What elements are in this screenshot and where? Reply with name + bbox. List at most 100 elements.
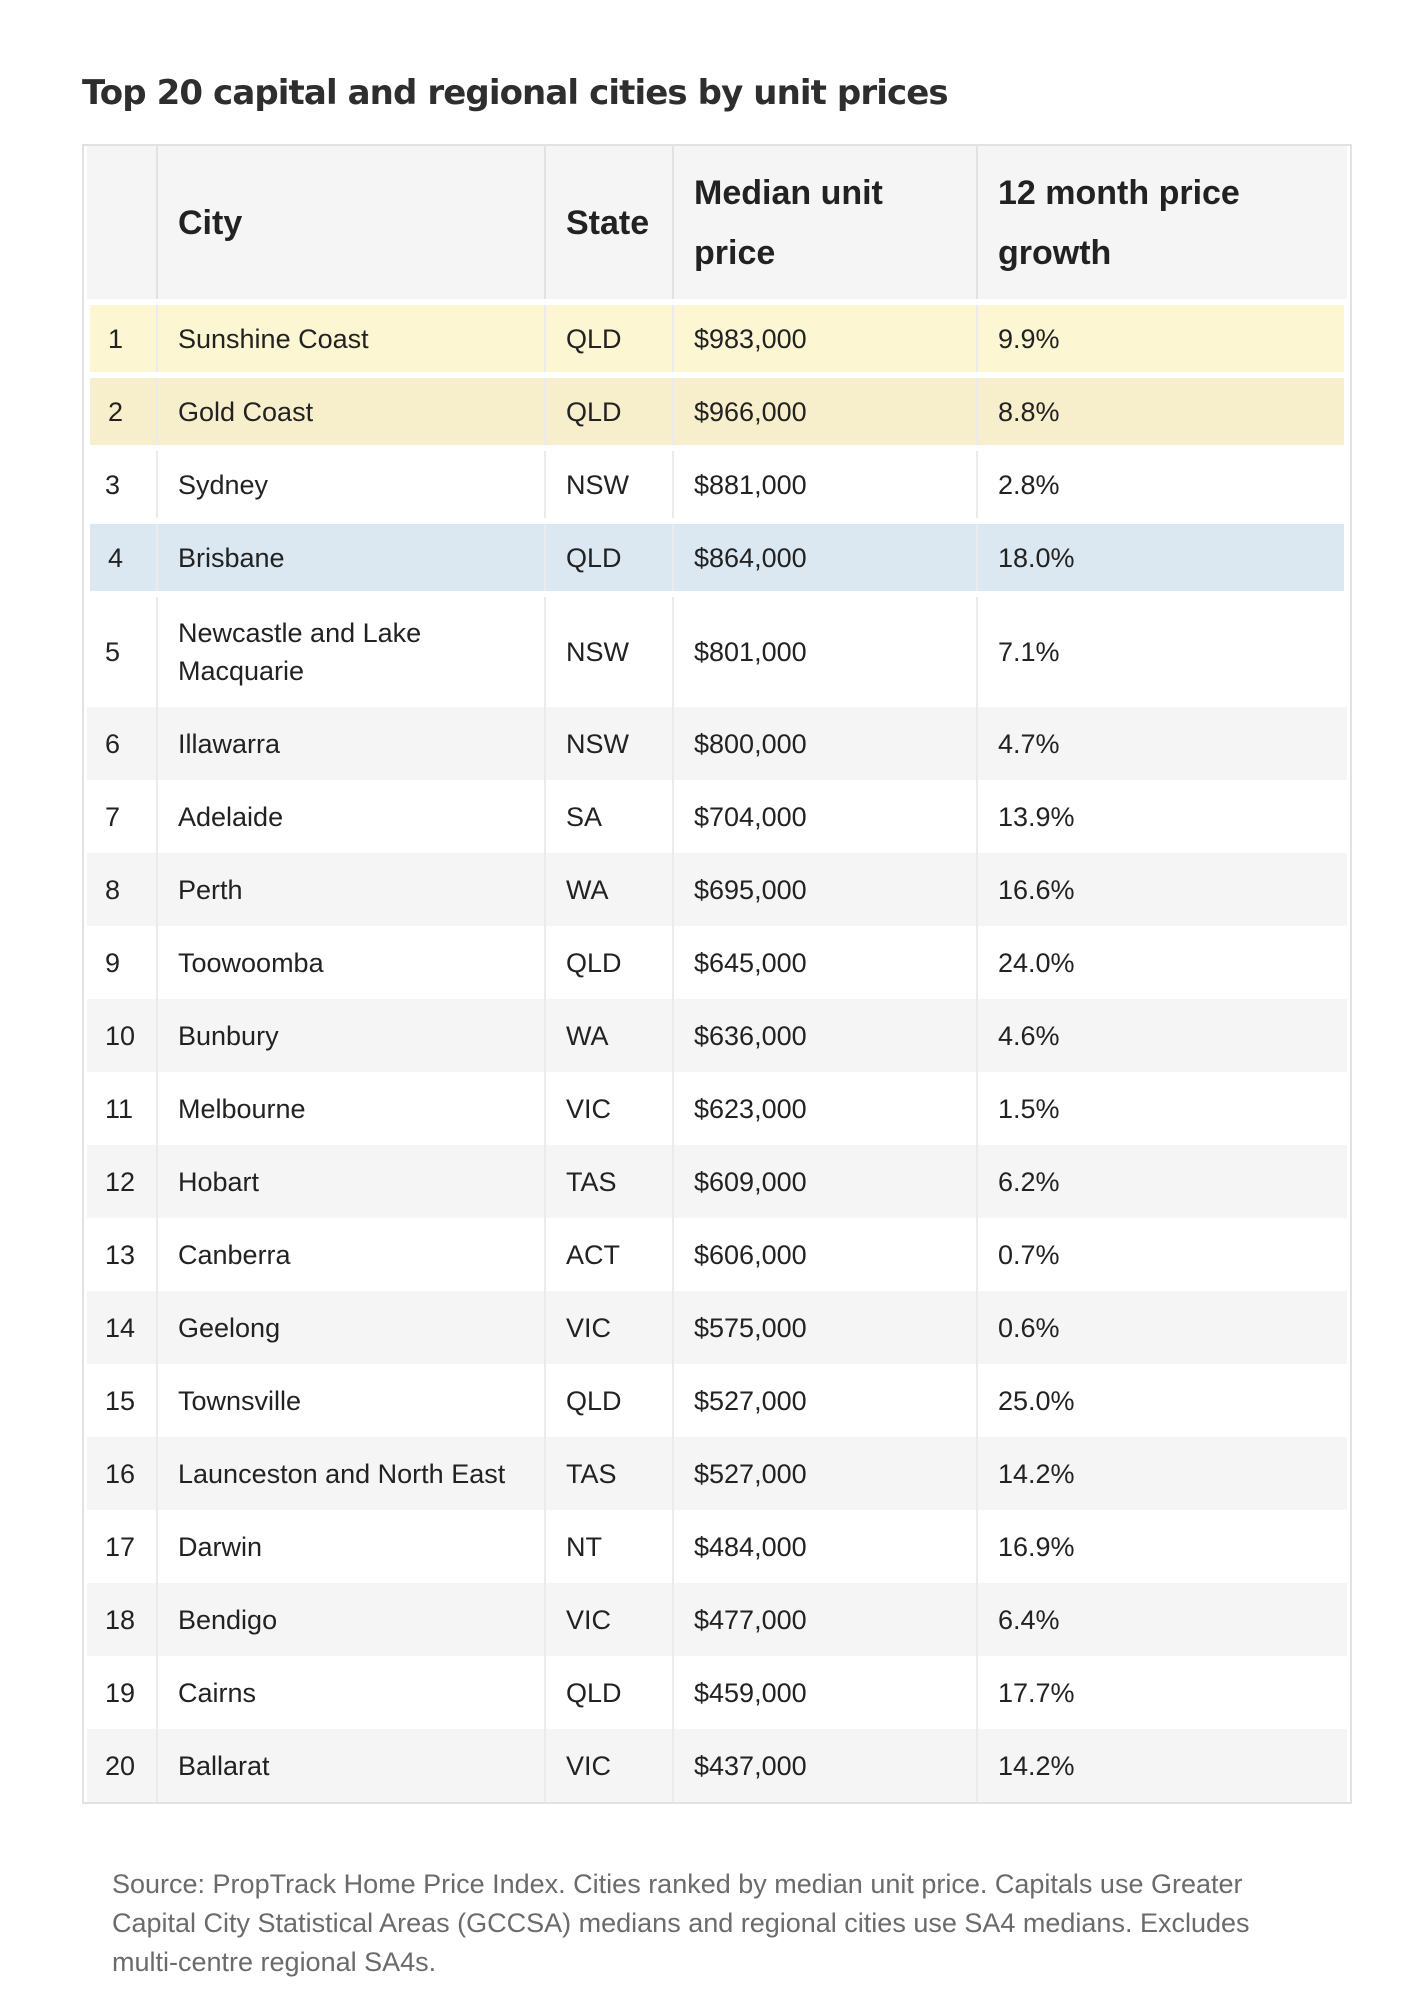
price-cell: $636,000 — [673, 999, 978, 1072]
state-cell: VIC — [545, 1583, 674, 1656]
state-cell: QLD — [545, 299, 674, 378]
table-row: 1 Sunshine Coast QLD $983,000 9.9% — [84, 299, 1350, 378]
state-cell: QLD — [545, 1364, 674, 1437]
rank-cell: 13 — [87, 1218, 158, 1291]
growth-column-header: 12 month price growth — [977, 146, 1347, 302]
rank-column-header — [87, 146, 158, 302]
price-cell: $477,000 — [673, 1583, 978, 1656]
table-row: 13 Canberra ACT $606,000 0.7% — [87, 1218, 1347, 1291]
state-cell: TAS — [545, 1437, 674, 1510]
state-cell: VIC — [545, 1729, 674, 1802]
state-cell: NT — [545, 1510, 674, 1583]
table-row: 7 Adelaide SA $704,000 13.9% — [87, 780, 1347, 853]
rank-cell: 4 — [84, 518, 158, 597]
table-row: 15 Townsville QLD $527,000 25.0% — [87, 1364, 1347, 1437]
rank-cell: 12 — [87, 1145, 158, 1218]
table-row: 17 Darwin NT $484,000 16.9% — [87, 1510, 1347, 1583]
growth-cell: 8.8% — [977, 372, 1350, 451]
growth-cell: 14.2% — [977, 1729, 1347, 1802]
state-cell: QLD — [545, 926, 674, 999]
price-cell: $800,000 — [673, 707, 978, 780]
table-row: 12 Hobart TAS $609,000 6.2% — [87, 1145, 1347, 1218]
growth-cell: 14.2% — [977, 1437, 1347, 1510]
table-header-row: City State Median unit price 12 month pr… — [87, 146, 1347, 302]
growth-cell: 0.7% — [977, 1218, 1347, 1291]
table-row: 9 Toowoomba QLD $645,000 24.0% — [87, 926, 1347, 999]
city-cell: Brisbane — [157, 518, 546, 597]
table-row: 18 Bendigo VIC $477,000 6.4% — [87, 1583, 1347, 1656]
unit-prices-table: City State Median unit price 12 month pr… — [82, 144, 1352, 1804]
price-cell: $459,000 — [673, 1656, 978, 1729]
city-cell: Sunshine Coast — [157, 299, 546, 378]
city-cell: Sydney — [157, 448, 546, 521]
growth-cell: 2.8% — [977, 448, 1347, 521]
city-cell: Canberra — [157, 1218, 546, 1291]
median-price-column-header: Median unit price — [673, 146, 978, 302]
table-row: 19 Cairns QLD $459,000 17.7% — [87, 1656, 1347, 1729]
state-cell: NSW — [545, 448, 674, 521]
state-cell: NSW — [545, 707, 674, 780]
growth-cell: 18.0% — [977, 518, 1350, 597]
state-cell: QLD — [545, 372, 674, 451]
city-cell: Hobart — [157, 1145, 546, 1218]
price-cell: $527,000 — [673, 1437, 978, 1510]
growth-cell: 1.5% — [977, 1072, 1347, 1145]
rank-cell: 18 — [87, 1583, 158, 1656]
table-row: 6 Illawarra NSW $800,000 4.7% — [87, 707, 1347, 780]
price-cell: $704,000 — [673, 780, 978, 853]
price-cell: $881,000 — [673, 448, 978, 521]
page-title: Top 20 capital and regional cities by un… — [82, 72, 949, 113]
table-row: 4 Brisbane QLD $864,000 18.0% — [84, 518, 1350, 597]
city-cell: Adelaide — [157, 780, 546, 853]
growth-cell: 4.6% — [977, 999, 1347, 1072]
growth-cell: 0.6% — [977, 1291, 1347, 1364]
rank-cell: 14 — [87, 1291, 158, 1364]
price-cell: $623,000 — [673, 1072, 978, 1145]
city-cell: Darwin — [157, 1510, 546, 1583]
table-row: 20 Ballarat VIC $437,000 14.2% — [87, 1729, 1347, 1802]
city-column-header: City — [157, 146, 546, 302]
city-cell: Illawarra — [157, 707, 546, 780]
growth-cell: 24.0% — [977, 926, 1347, 999]
state-cell: WA — [545, 853, 674, 926]
rank-cell: 7 — [87, 780, 158, 853]
city-cell: Gold Coast — [157, 372, 546, 451]
growth-cell: 7.1% — [977, 594, 1347, 707]
table-row: 11 Melbourne VIC $623,000 1.5% — [87, 1072, 1347, 1145]
price-cell: $801,000 — [673, 594, 978, 707]
growth-cell: 6.2% — [977, 1145, 1347, 1218]
table-row: 2 Gold Coast QLD $966,000 8.8% — [84, 372, 1350, 451]
price-cell: $606,000 — [673, 1218, 978, 1291]
rank-cell: 5 — [87, 594, 158, 707]
growth-cell: 17.7% — [977, 1656, 1347, 1729]
city-cell: Bendigo — [157, 1583, 546, 1656]
price-cell: $695,000 — [673, 853, 978, 926]
state-cell: VIC — [545, 1072, 674, 1145]
source-note: Source: PropTrack Home Price Index. Citi… — [112, 1869, 1250, 1977]
state-cell: ACT — [545, 1218, 674, 1291]
growth-cell: 16.6% — [977, 853, 1347, 926]
growth-cell: 25.0% — [977, 1364, 1347, 1437]
rank-cell: 15 — [87, 1364, 158, 1437]
price-cell: $527,000 — [673, 1364, 978, 1437]
table-row: 5 Newcastle and Lake Macquarie NSW $801,… — [87, 594, 1347, 707]
city-cell: Perth — [157, 853, 546, 926]
price-cell: $864,000 — [673, 518, 978, 597]
price-cell: $645,000 — [673, 926, 978, 999]
city-cell: Cairns — [157, 1656, 546, 1729]
growth-cell: 6.4% — [977, 1583, 1347, 1656]
state-cell: VIC — [545, 1291, 674, 1364]
rank-cell: 3 — [87, 448, 158, 521]
rank-cell: 11 — [87, 1072, 158, 1145]
rank-cell: 20 — [87, 1729, 158, 1802]
rank-cell: 1 — [84, 299, 158, 378]
city-cell: Toowoomba — [157, 926, 546, 999]
growth-cell: 16.9% — [977, 1510, 1347, 1583]
city-cell: Melbourne — [157, 1072, 546, 1145]
state-cell: QLD — [545, 1656, 674, 1729]
rank-cell: 6 — [87, 707, 158, 780]
state-cell: NSW — [545, 594, 674, 707]
growth-cell: 4.7% — [977, 707, 1347, 780]
city-cell: Launceston and North East — [157, 1437, 546, 1510]
city-cell: Geelong — [157, 1291, 546, 1364]
